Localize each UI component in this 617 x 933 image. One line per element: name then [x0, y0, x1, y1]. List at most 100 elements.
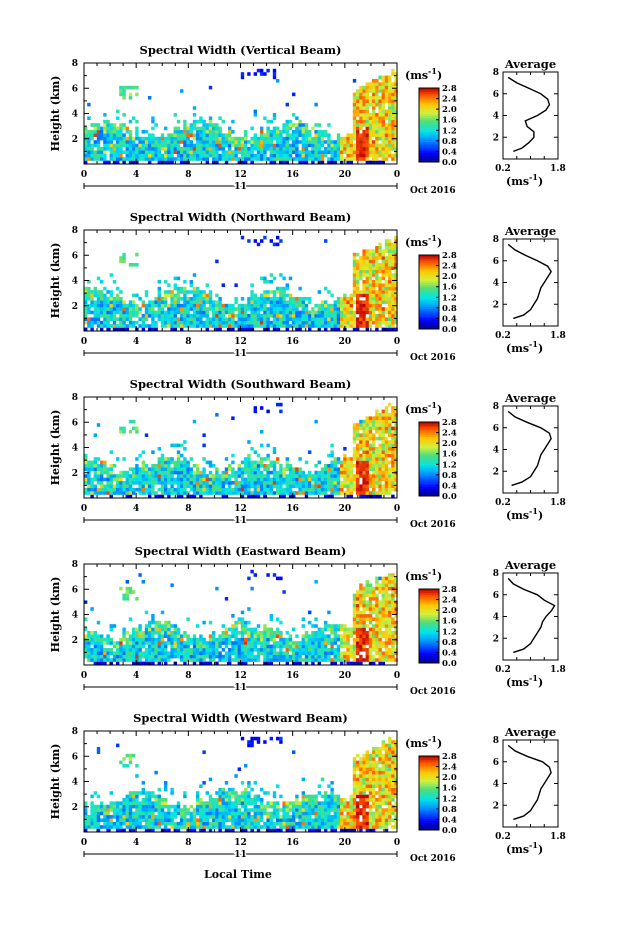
colorbar-tick-label: 1.6 — [442, 784, 457, 794]
panel-5: Spectral Width (Westward Beam)2468Height… — [49, 711, 566, 864]
x-tick-label: 0 — [394, 337, 400, 347]
y-tick-label: 2 — [72, 803, 78, 813]
colorbar-step — [419, 624, 439, 626]
y-tick-label: 2 — [72, 469, 78, 479]
colorbar-step — [419, 795, 439, 797]
colorbar-tick-label: 1.6 — [442, 617, 457, 627]
colorbar-step — [419, 147, 439, 149]
colorbar-step — [419, 611, 439, 613]
colorbar-tick-label: 0.0 — [442, 325, 457, 335]
colorbar-step — [419, 615, 439, 617]
colorbar-step — [419, 613, 439, 615]
colorbar-step — [419, 312, 439, 314]
colorbar-step — [419, 472, 439, 474]
x-tick-label: 0 — [81, 337, 87, 347]
x-tick-label: 16 — [286, 671, 299, 681]
colorbar-step — [419, 95, 439, 97]
avg-y-tick-label: 6 — [493, 257, 499, 267]
colorbar: 0.00.40.81.21.62.02.42.8 — [419, 418, 457, 502]
avg-y-tick-label: 6 — [493, 90, 499, 100]
avg-x-tick-label: 1.8 — [550, 498, 566, 508]
x-tick-label: 4 — [133, 337, 139, 347]
y-tick-label: 6 — [72, 752, 78, 762]
colorbar-step — [419, 459, 439, 461]
colorbar-step — [419, 134, 439, 136]
colorbar-step — [419, 606, 439, 608]
colorbar-step — [419, 116, 439, 118]
colorbar-tick-label: 2.4 — [442, 763, 457, 773]
average-title: Average — [504, 725, 556, 739]
colorbar-unit-label: (ms-1) — [405, 233, 442, 249]
avg-x-tick-label: 1.8 — [550, 331, 566, 341]
colorbar-step — [419, 272, 439, 274]
colorbar-tick-label: 2.0 — [442, 105, 457, 115]
avg-y-tick-label: 2 — [493, 300, 499, 310]
colorbar-step — [419, 476, 439, 478]
colorbar-tick-label: 1.2 — [442, 293, 457, 303]
colorbar-step — [419, 643, 439, 645]
colorbar-tick-label: 0.4 — [442, 314, 457, 324]
colorbar-step — [419, 775, 439, 777]
colorbar-tick-label: 1.2 — [442, 794, 457, 804]
colorbar-step — [419, 825, 439, 827]
colorbar-step — [419, 457, 439, 459]
colorbar-step — [419, 303, 439, 305]
y-axis-label: Height (km) — [49, 577, 62, 653]
y-axis-label: Height (km) — [49, 243, 62, 319]
colorbar-step — [419, 299, 439, 301]
colorbar-tick-label: 2.0 — [442, 439, 457, 449]
avg-y-tick-label: 8 — [493, 402, 499, 412]
colorbar-tick-label: 2.4 — [442, 596, 457, 606]
colorbar-step — [419, 815, 439, 817]
y-axis-label: Height (km) — [49, 410, 62, 486]
colorbar-step — [419, 433, 439, 435]
colorbar-step — [419, 659, 439, 661]
date-month-label: Oct 2016 — [410, 854, 456, 864]
colorbar-tick-label: 2.8 — [442, 251, 457, 261]
colorbar-step — [419, 305, 439, 307]
colorbar-step — [419, 782, 439, 784]
colorbar-step — [419, 758, 439, 760]
avg-y-tick-label: 6 — [493, 758, 499, 768]
colorbar-tick-label: 0.4 — [442, 648, 457, 658]
colorbar-step — [419, 478, 439, 480]
colorbar-step — [419, 144, 439, 146]
colorbar-step — [419, 110, 439, 112]
colorbar-step — [419, 279, 439, 281]
colorbar-tick-label: 0.8 — [442, 137, 457, 147]
colorbar-step — [419, 650, 439, 652]
colorbar-step — [419, 763, 439, 765]
colorbar-step — [419, 600, 439, 602]
colorbar-step — [419, 290, 439, 292]
colorbar-step — [419, 617, 439, 619]
colorbar-step — [419, 323, 439, 325]
colorbar-tick-label: 0.8 — [442, 638, 457, 648]
panel-4: Spectral Width (Eastward Beam)2468Height… — [49, 544, 566, 697]
colorbar-step — [419, 441, 439, 443]
colorbar-step — [419, 812, 439, 814]
colorbar-tick-label: 2.8 — [442, 418, 457, 428]
colorbar-step — [419, 800, 439, 802]
colorbar-step — [419, 465, 439, 467]
colorbar-step — [419, 322, 439, 324]
heatmap-cells — [84, 69, 398, 164]
x-tick-label: 12 — [234, 504, 247, 514]
heatmap-cells — [84, 737, 398, 832]
heatmap-cells — [84, 236, 398, 331]
colorbar-step — [419, 314, 439, 316]
y-tick-label: 8 — [72, 560, 78, 570]
x-tick-label: 4 — [133, 671, 139, 681]
avg-x-tick-label: 0.2 — [495, 832, 511, 842]
colorbar-step — [419, 632, 439, 634]
x-tick-label: 16 — [286, 838, 299, 848]
colorbar-step — [419, 628, 439, 630]
y-tick-label: 6 — [72, 585, 78, 595]
heatmap-cells — [84, 403, 398, 498]
colorbar-tick-label: 1.6 — [442, 283, 457, 293]
panel-1: Spectral Width (Vertical Beam)2468Height… — [49, 43, 566, 196]
colorbar-step — [419, 90, 439, 92]
colorbar-step — [419, 429, 439, 431]
y-tick-label: 8 — [72, 727, 78, 737]
